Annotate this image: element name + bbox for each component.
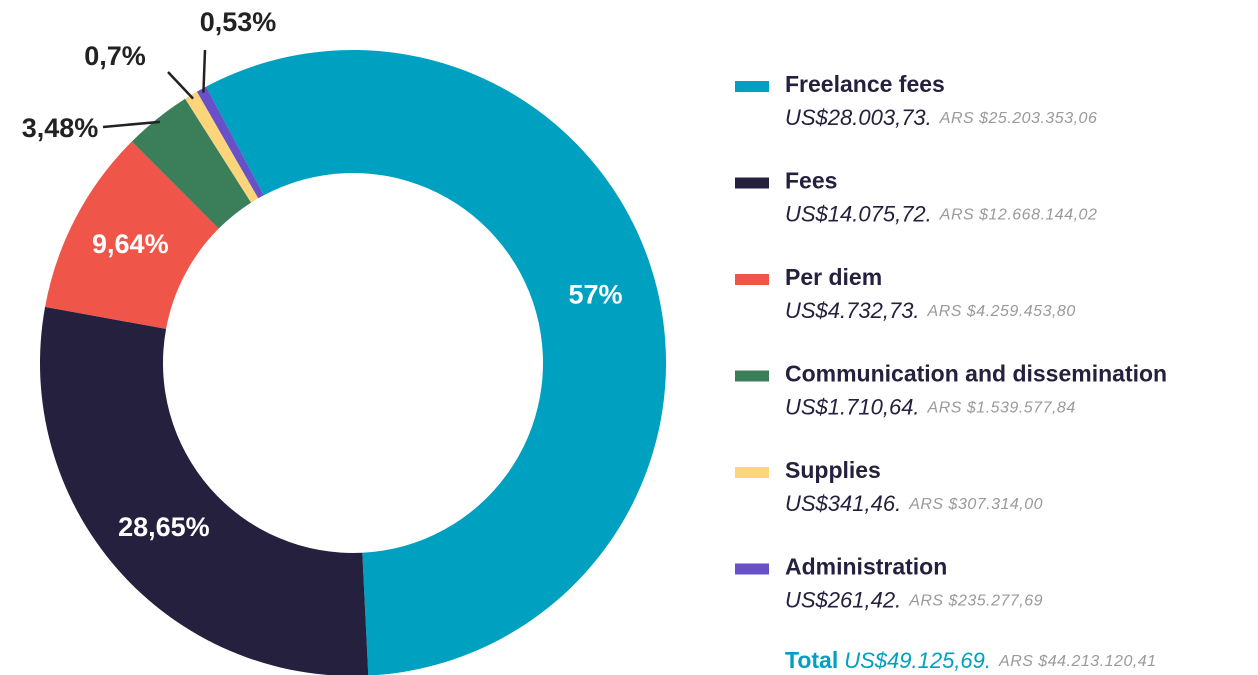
- legend-swatch: [735, 274, 769, 285]
- ars-amount: ARS $4.259.453,80: [927, 303, 1076, 320]
- ars-amount: ARS $235.277,69: [908, 593, 1043, 610]
- legend-swatch: [735, 370, 769, 382]
- total-ars: ARS $44.213.120,41: [998, 653, 1157, 670]
- total-usd: US$49.125,69.: [844, 648, 991, 673]
- ars-amount: ARS $25.203.353,06: [939, 110, 1098, 127]
- legend-swatch: [735, 563, 769, 575]
- donut-slice: [131, 98, 252, 229]
- leader-line: [102, 120, 160, 129]
- slice-label: 3,48%: [22, 113, 99, 143]
- legend-swatch: [735, 177, 769, 189]
- slice-label: 0,7%: [84, 41, 146, 71]
- leader-line: [202, 49, 207, 93]
- slice-label: 0,53%: [200, 7, 277, 37]
- legend-name: Per diem: [785, 264, 882, 290]
- legend-amount: US$1.710,64. ARS $1.539.577,84: [785, 394, 1076, 419]
- donut-slice: [185, 91, 259, 203]
- legend-name: Fees: [785, 168, 837, 194]
- slice-label: 57%: [568, 279, 622, 309]
- legend-amount: US$261,42. ARS $235.277,69: [785, 587, 1043, 612]
- legend-swatch: [735, 81, 769, 92]
- legend-name: Supplies: [785, 457, 881, 483]
- usd-amount: US$28.003,73.: [785, 105, 932, 130]
- legend-amount: US$4.732,73. ARS $4.259.453,80: [785, 298, 1076, 323]
- leader-line: [167, 71, 194, 100]
- legend-swatch: [735, 467, 769, 478]
- legend-amount: US$14.075,72. ARS $12.668.144,02: [785, 201, 1097, 226]
- usd-amount: US$341,46.: [785, 491, 901, 516]
- donut-slice: [40, 306, 369, 675]
- ars-amount: ARS $12.668.144,02: [939, 207, 1098, 224]
- legend-name: Administration: [785, 554, 947, 580]
- legend-amount: US$341,46. ARS $307.314,00: [785, 491, 1043, 516]
- total-label: Total: [785, 647, 838, 673]
- usd-amount: US$14.075,72.: [785, 201, 932, 226]
- slice-label: 28,65%: [118, 512, 210, 542]
- total: Total US$49.125,69. ARS $44.213.120,41: [785, 647, 1157, 673]
- ars-amount: ARS $1.539.577,84: [927, 400, 1076, 417]
- legend-amount: US$28.003,73. ARS $25.203.353,06: [785, 105, 1097, 130]
- usd-amount: US$4.732,73.: [785, 298, 920, 323]
- donut-slice: [45, 141, 219, 329]
- ars-amount: ARS $307.314,00: [908, 496, 1043, 513]
- donut-slice: [196, 86, 264, 199]
- legend-name: Freelance fees: [785, 71, 945, 97]
- usd-amount: US$261,42.: [785, 587, 901, 612]
- legend-name: Communication and dissemination: [785, 361, 1167, 387]
- usd-amount: US$1.710,64.: [785, 394, 920, 419]
- slice-label: 9,64%: [92, 229, 169, 259]
- donut-slice: [206, 50, 666, 675]
